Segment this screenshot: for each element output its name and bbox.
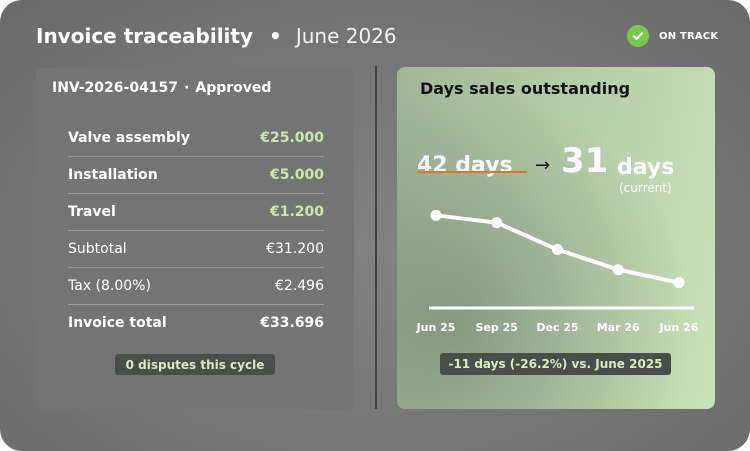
line-name: Valve assembly — [68, 129, 190, 146]
invoice-state: Approved — [195, 80, 272, 96]
disputes-badge: 0 disputes this cycle — [115, 354, 275, 375]
tax-label: Tax (8.00%) — [68, 277, 151, 294]
invoice-id: INV-2026-04157 — [52, 80, 179, 96]
invoice-header-separator: · — [184, 80, 190, 96]
line-name: Installation — [68, 166, 158, 183]
dso-line-chart: Jun 25 Sep 25 Dec 25 Mar 26 Jun 26 — [416, 209, 699, 334]
x-tick-label: Jun 25 — [416, 321, 456, 334]
tax-row: Tax (8.00%) €2.496 — [68, 267, 324, 305]
invoice-line: Valve assembly €25.000 — [68, 119, 324, 157]
current-dso-unit: days — [617, 155, 675, 180]
subtotal-label: Subtotal — [68, 240, 127, 257]
status-label: ON TRACK — [659, 30, 719, 42]
x-tick-label: Jun 26 — [659, 321, 699, 334]
column-divider — [375, 66, 377, 409]
dso-title: Days sales outstanding — [420, 79, 631, 98]
tax-amount: €2.496 — [275, 277, 324, 294]
arrow-right-icon: → — [535, 155, 551, 176]
subtotal-row: Subtotal €31.200 — [68, 230, 324, 268]
total-row: Invoice total €33.696 — [68, 304, 324, 341]
dso-point — [673, 277, 685, 289]
page-title: Invoice traceability • June 2026 — [36, 22, 397, 50]
title-separator: • — [269, 24, 282, 48]
status-badge: ON TRACK — [627, 24, 718, 48]
total-label: Invoice total — [68, 314, 167, 331]
dso-point — [491, 217, 503, 229]
dso-change-badge: -11 days (-26.2%) vs. June 2025 — [440, 353, 671, 375]
current-label: (current) — [619, 181, 672, 195]
x-tick-label: Mar 26 — [597, 321, 640, 334]
invoice-line: Travel €1.200 — [68, 193, 324, 231]
page-title-text: Invoice traceability — [36, 24, 254, 48]
line-amount: €25.000 — [260, 129, 324, 146]
strikethrough-line — [417, 171, 527, 173]
page-period: June 2026 — [295, 24, 397, 48]
invoice-header: INV-2026-04157 · Approved — [52, 80, 271, 96]
subtotal-amount: €31.200 — [266, 240, 324, 257]
check-circle-icon — [627, 25, 649, 47]
line-amount: €5.000 — [269, 166, 324, 183]
dso-card: Days sales outstanding 42 days → 31 days… — [397, 67, 715, 409]
x-tick-label: Sep 25 — [476, 321, 518, 334]
invoice-card: INV-2026-04157 · Approved — [36, 68, 354, 409]
previous-dso: 42 days — [417, 153, 513, 178]
current-dso-value: 31 — [561, 141, 609, 181]
card-shade — [397, 67, 715, 409]
total-amount: €33.696 — [260, 314, 324, 331]
dso-point — [552, 244, 563, 256]
dso-comparison: 42 days → 31 days (current) — [417, 141, 707, 195]
dso-point — [430, 209, 442, 221]
line-name: Travel — [68, 203, 116, 220]
x-tick-label: Dec 25 — [536, 321, 578, 334]
invoice-line: Installation €5.000 — [68, 156, 324, 194]
line-amount: €1.200 — [269, 203, 324, 220]
dso-point — [612, 264, 624, 276]
